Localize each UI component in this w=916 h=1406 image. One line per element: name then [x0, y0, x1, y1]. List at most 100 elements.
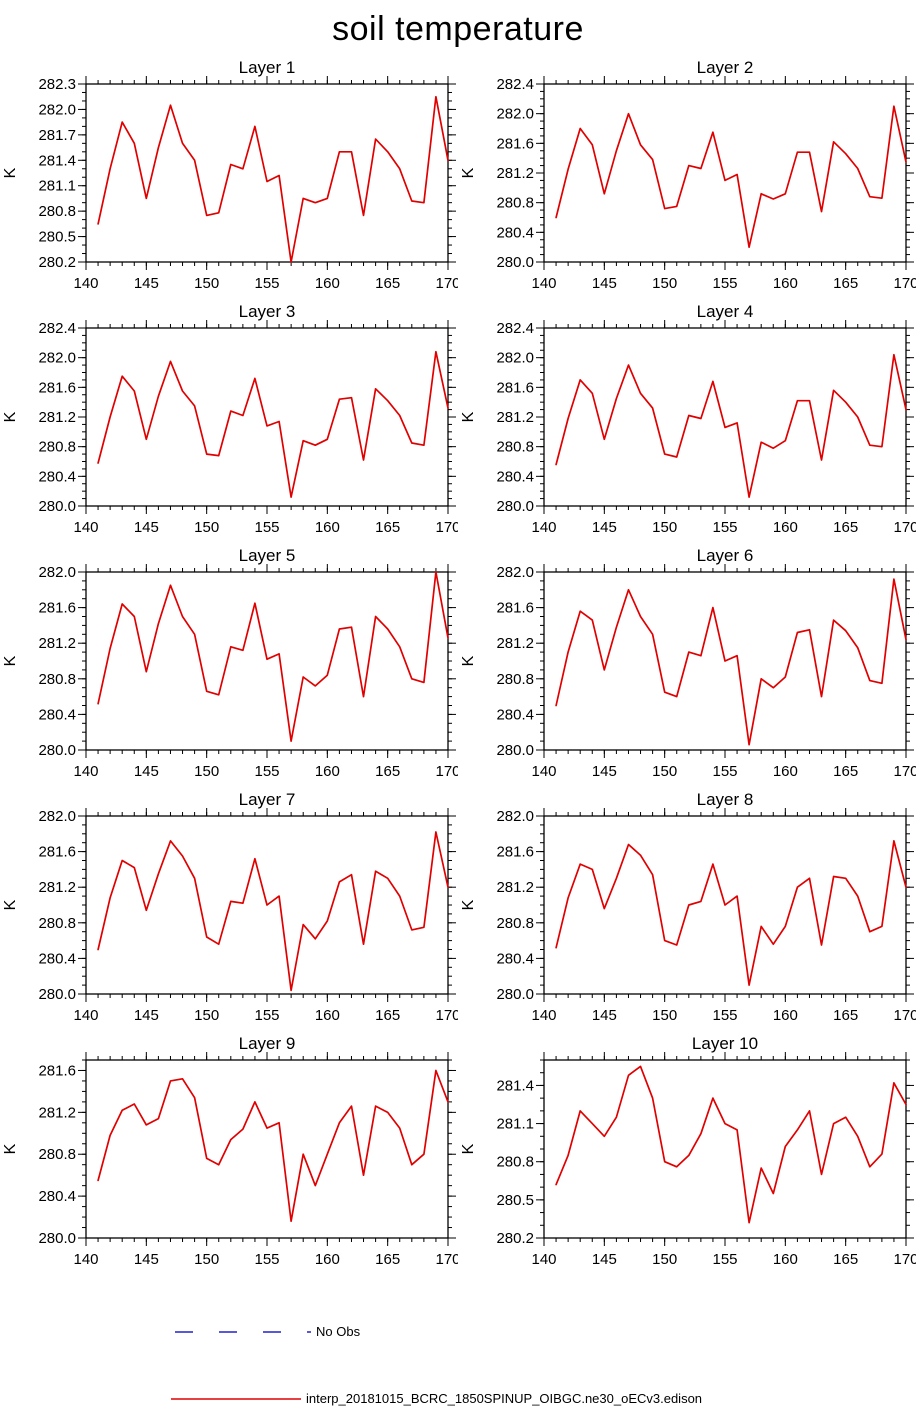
x-tick-label: 160 [773, 275, 798, 292]
series-line [555, 1065, 907, 1224]
y-tick-label: 282.0 [38, 808, 76, 825]
chart-panel: Layer 3 K 140 145 150 155 160 165 170 280.0 280.4 2… [0, 300, 461, 544]
y-tick-label: 281.1 [38, 178, 76, 195]
chart-canvas: Layer 4 K 140 145 150 155 160 165 170 280.0 280.4 2… [460, 302, 916, 536]
x-tick-label: 160 [315, 275, 340, 292]
series-line [555, 578, 907, 746]
chart-title: Layer 9 [239, 1034, 296, 1053]
y-tick-label: 281.6 [38, 1062, 76, 1079]
series-line [97, 571, 449, 742]
chart-panel: Layer 8 K 140 145 150 155 160 165 170 280.0 280.4 2… [458, 788, 916, 1032]
x-tick-label: 150 [652, 1007, 677, 1024]
x-tick-label: 160 [315, 763, 340, 780]
series-line [555, 840, 907, 986]
x-tick-label: 165 [833, 519, 858, 536]
x-tick-label: 170 [435, 275, 458, 292]
y-tick-label: 282.4 [496, 76, 534, 93]
y-axis-title: K [460, 1143, 477, 1154]
chart-title: Layer 3 [239, 302, 296, 321]
chart-title: Layer 5 [239, 546, 296, 565]
chart-canvas: Layer 5 K 140 145 150 155 160 165 170 280.0 280.4 2… [2, 546, 461, 780]
y-axis-title: K [460, 411, 477, 422]
chart-title: Layer 4 [697, 302, 754, 321]
x-tick-label: 145 [592, 519, 617, 536]
x-tick-label: 145 [134, 763, 159, 780]
y-tick-label: 281.2 [496, 409, 534, 426]
x-tick-label: 140 [531, 1007, 556, 1024]
x-tick-label: 165 [375, 763, 400, 780]
x-tick-label: 145 [592, 275, 617, 292]
x-tick-label: 160 [773, 763, 798, 780]
y-tick-label: 281.7 [38, 127, 76, 144]
x-tick-label: 150 [194, 1251, 219, 1268]
y-tick-label: 282.0 [496, 106, 534, 123]
y-axis-title: K [460, 655, 477, 666]
y-tick-label: 280.4 [496, 224, 534, 241]
y-tick-label: 280.0 [38, 742, 76, 759]
y-tick-label: 282.3 [38, 76, 76, 93]
y-tick-label: 280.0 [38, 986, 76, 1003]
y-tick-label: 281.2 [38, 409, 76, 426]
x-tick-label: 155 [712, 275, 737, 292]
x-tick-label: 170 [435, 519, 458, 536]
y-axis-title: K [2, 1143, 19, 1154]
y-tick-label: 280.4 [496, 468, 534, 485]
x-tick-label: 155 [712, 763, 737, 780]
x-tick-label: 155 [254, 1251, 279, 1268]
x-tick-label: 150 [194, 1007, 219, 1024]
y-tick-label: 281.2 [38, 879, 76, 896]
chart-panel: Layer 2 K 140 145 150 155 160 165 170 280.0 280.4 2… [458, 56, 916, 300]
no-obs-dashed-line-icon [175, 1330, 311, 1333]
y-tick-label: 281.4 [496, 1077, 534, 1094]
chart-canvas: Layer 8 K 140 145 150 155 160 165 170 280.0 280.4 2… [460, 790, 916, 1024]
x-tick-label: 170 [435, 1007, 458, 1024]
y-axis-title: K [2, 655, 19, 666]
x-tick-label: 165 [833, 275, 858, 292]
x-tick-label: 145 [134, 519, 159, 536]
y-tick-label: 280.4 [38, 950, 76, 967]
y-tick-label: 280.8 [38, 915, 76, 932]
x-tick-label: 170 [893, 1251, 916, 1268]
x-tick-label: 170 [893, 519, 916, 536]
x-tick-label: 160 [315, 519, 340, 536]
x-tick-label: 155 [712, 1007, 737, 1024]
chart-title: Layer 7 [239, 790, 296, 809]
y-tick-label: 281.1 [496, 1116, 534, 1133]
y-tick-label: 280.4 [38, 1188, 76, 1205]
x-tick-label: 140 [531, 763, 556, 780]
y-tick-label: 282.0 [38, 350, 76, 367]
x-tick-label: 165 [375, 1251, 400, 1268]
y-tick-label: 282.4 [496, 320, 534, 337]
legend-series: interp_20181015_BCRC_1850SPINUP_OIBGC.ne… [170, 1391, 916, 1406]
chart-canvas: Layer 6 K 140 145 150 155 160 165 170 280.0 280.4 2… [460, 546, 916, 780]
x-tick-label: 170 [435, 763, 458, 780]
x-tick-label: 145 [134, 1251, 159, 1268]
y-tick-label: 281.6 [496, 844, 534, 861]
y-tick-label: 280.5 [38, 229, 76, 246]
y-tick-label: 280.0 [38, 498, 76, 515]
y-tick-label: 280.8 [496, 439, 534, 456]
y-tick-label: 281.4 [38, 152, 76, 169]
y-tick-label: 282.0 [38, 101, 76, 118]
x-tick-label: 155 [712, 1251, 737, 1268]
chart-title: Layer 2 [697, 58, 754, 77]
chart-canvas: Layer 7 K 140 145 150 155 160 165 170 280.0 280.4 2… [2, 790, 461, 1024]
plot-frame [543, 571, 907, 751]
chart-title: Layer 6 [697, 546, 754, 565]
y-axis-title: K [460, 167, 477, 178]
plot-frame [543, 327, 907, 507]
plot-frame [85, 83, 449, 263]
y-tick-label: 280.5 [496, 1192, 534, 1209]
chart-panel: Layer 1 K 140 145 150 155 160 165 170 280.2 280.5 2… [0, 56, 461, 300]
plot-frame [85, 815, 449, 995]
y-tick-label: 281.2 [38, 1104, 76, 1121]
x-tick-label: 170 [435, 1251, 458, 1268]
x-tick-label: 150 [194, 519, 219, 536]
y-axis-title: K [460, 899, 477, 910]
x-tick-label: 150 [652, 275, 677, 292]
chart-title: Layer 1 [239, 58, 296, 77]
x-tick-label: 150 [652, 763, 677, 780]
y-tick-label: 280.4 [496, 706, 534, 723]
chart-panel: Layer 4 K 140 145 150 155 160 165 170 280.0 280.4 2… [458, 300, 916, 544]
y-tick-label: 280.8 [38, 1146, 76, 1163]
